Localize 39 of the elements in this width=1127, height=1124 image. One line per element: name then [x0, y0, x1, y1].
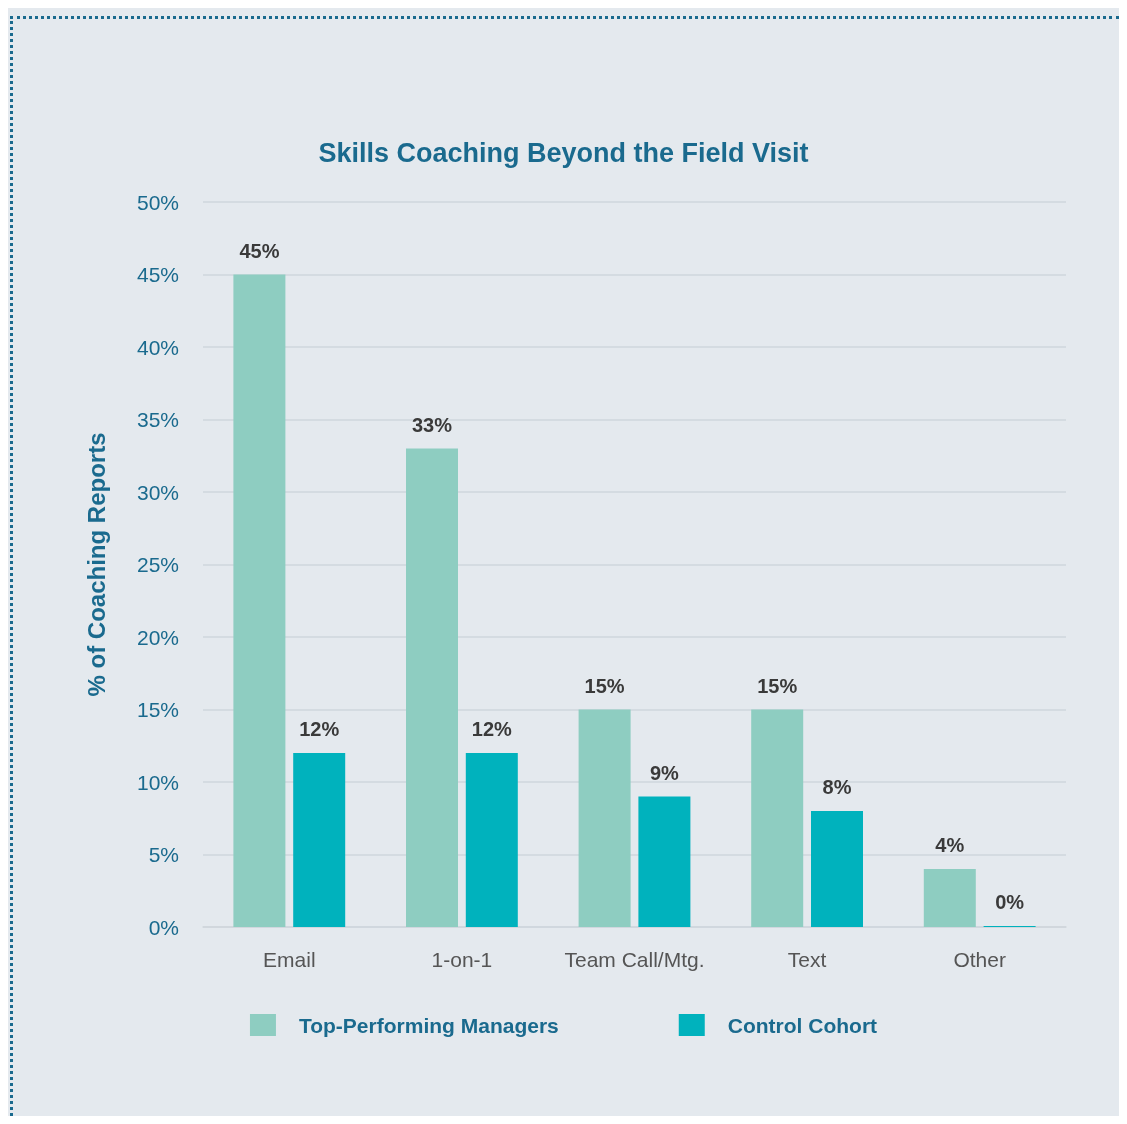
data-label: 12% — [299, 718, 340, 740]
y-axis-title: % of Coaching Reports — [82, 432, 110, 697]
bar — [923, 869, 976, 927]
bar — [406, 448, 458, 927]
x-tick-label: Other — [953, 948, 1006, 971]
y-tick-label: 0% — [148, 915, 179, 939]
data-label: 8% — [822, 776, 852, 798]
data-label: 12% — [471, 718, 513, 740]
data-label: 15% — [757, 674, 798, 697]
y-tick-label: 15% — [136, 698, 179, 721]
y-tick-label: 10% — [136, 770, 179, 794]
bar — [638, 796, 691, 927]
x-tick-label: Team Call/Mtg. — [564, 948, 705, 971]
data-label: 33% — [411, 413, 453, 436]
y-tick-label: 40% — [136, 335, 179, 359]
x-tick-label: Text — [787, 948, 827, 971]
bar — [233, 274, 286, 927]
chart-title: Skills Coaching Beyond the Field Visit — [318, 137, 809, 168]
bar — [465, 753, 518, 927]
y-tick-label: 45% — [136, 263, 179, 286]
data-label: 45% — [239, 239, 280, 262]
y-tick-label: 20% — [136, 625, 179, 649]
legend-label: Top-Performing Managers — [298, 1013, 559, 1037]
x-tick-label: Email — [263, 948, 316, 971]
bar — [811, 811, 863, 927]
x-tick-label: 1-on-1 — [431, 948, 493, 971]
data-label: 9% — [649, 761, 680, 784]
y-tick-label: 5% — [148, 843, 179, 866]
y-tick-label: 50% — [136, 190, 179, 214]
data-label: 4% — [935, 834, 965, 856]
y-tick-label: 25% — [136, 553, 179, 576]
legend-label: Control Cohort — [727, 1013, 878, 1037]
y-tick-label: 35% — [136, 408, 179, 431]
data-label: 15% — [584, 674, 625, 697]
bar — [293, 753, 346, 927]
y-tick-label: 30% — [136, 480, 179, 504]
bar — [578, 709, 631, 927]
bar — [751, 709, 804, 927]
data-label: 0% — [995, 891, 1025, 913]
